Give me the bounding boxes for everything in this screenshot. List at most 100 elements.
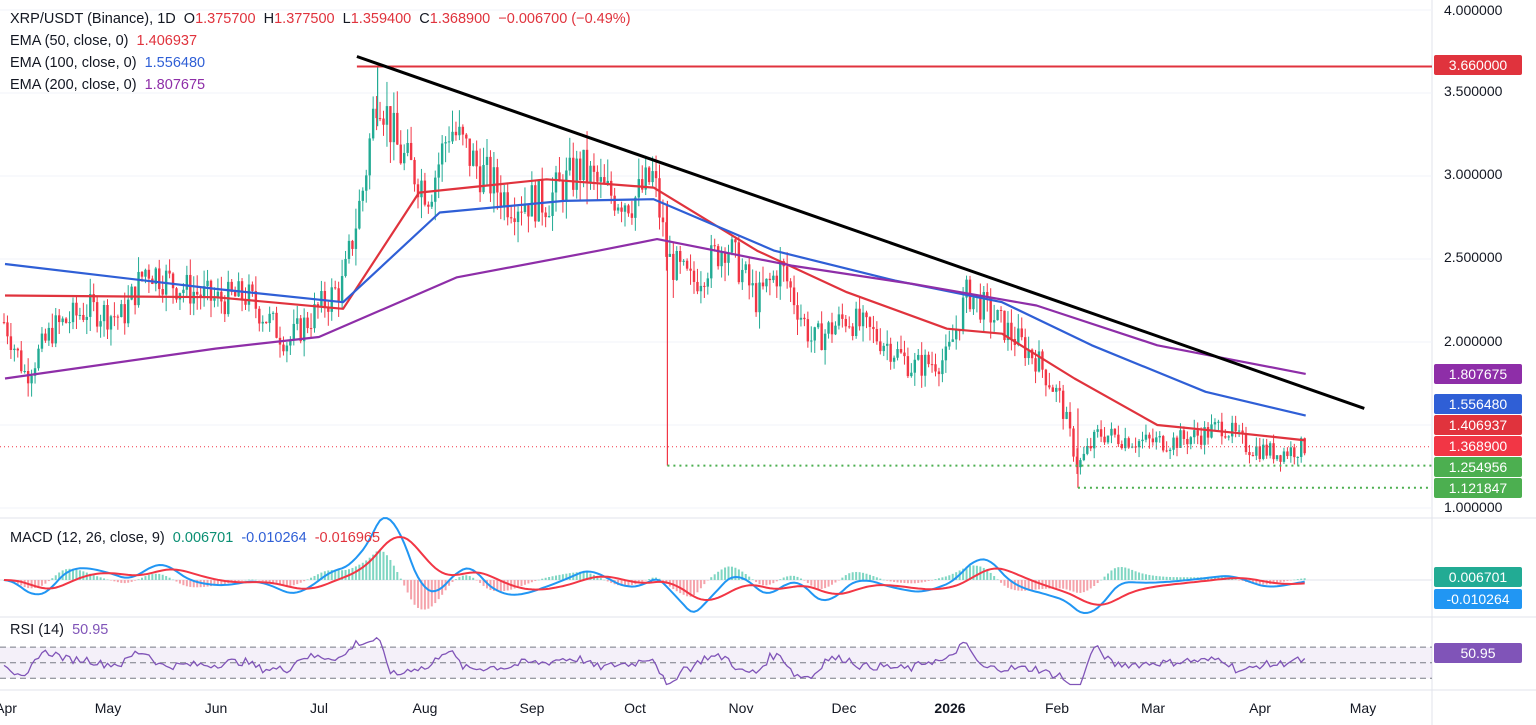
candle-body (1248, 452, 1251, 456)
macd-hist-bar (1155, 575, 1158, 580)
candle-body (741, 269, 744, 283)
macd-hist-bar (334, 569, 337, 580)
x-tick-label: Jun (204, 700, 228, 716)
change-value: −0.006700 (−0.49%) (498, 11, 631, 27)
candle-body (437, 164, 440, 178)
x-tick-label: May (94, 700, 122, 716)
macd-hist-bar (275, 580, 278, 585)
macd-hist-bar (734, 567, 737, 580)
candle-body (213, 298, 216, 301)
candle-body (113, 316, 116, 318)
macd-hist-bar (965, 566, 968, 580)
x-tick-label: 2026 (934, 700, 966, 716)
candle-body (1082, 453, 1086, 461)
candle-body (340, 276, 344, 301)
macd-hist-bar (365, 560, 368, 580)
macd-hist-bar (1058, 580, 1061, 589)
candle-body (268, 313, 271, 324)
macd-hist-bar (1189, 577, 1192, 580)
candle-body (1196, 430, 1199, 436)
open-value: 1.375700 (195, 11, 256, 27)
macd-hist-bar (627, 580, 630, 586)
candle-body (1175, 437, 1179, 448)
candle-body (754, 283, 758, 313)
rsi-label: RSI (14) (10, 622, 64, 638)
candle-body (713, 245, 716, 247)
candle-body (482, 164, 485, 193)
support1-price-tag: 1.254956 (1434, 457, 1522, 477)
candle-body (506, 192, 509, 218)
candle-body (147, 269, 151, 279)
candle-body (1124, 438, 1127, 449)
candle-body (792, 287, 796, 306)
macd-hist-bar (141, 577, 143, 580)
macd-hist-bar (737, 569, 740, 580)
candle-body (1262, 444, 1265, 459)
macd-hist-bar (289, 580, 292, 586)
macd-hist-bar (986, 570, 989, 580)
macd-hist-bar (403, 580, 406, 586)
candle-body (1182, 430, 1186, 439)
macd-hist-bar (561, 574, 564, 580)
candle-body (1275, 455, 1279, 460)
macd-hist-bar (406, 580, 409, 593)
candle-body (440, 143, 444, 165)
macd-hist-bar (65, 569, 68, 580)
candle-body (406, 142, 409, 153)
candle-body (1120, 444, 1123, 449)
candle-body (758, 282, 761, 313)
candle-body (1106, 435, 1110, 443)
candle-body (209, 280, 213, 301)
macd-hist-bar (375, 551, 378, 580)
candle-body (665, 222, 668, 257)
macd-hist-bar (703, 580, 706, 585)
low-label: L (342, 11, 351, 27)
candle-body (554, 172, 558, 193)
macd-hist-bar (772, 580, 775, 584)
y-tick-label: 3.500000 (1444, 83, 1503, 99)
candle-body (613, 195, 616, 211)
y-tick-label: 1.000000 (1444, 499, 1503, 515)
candle-body (920, 354, 923, 376)
macd-hist-bar (1110, 570, 1113, 580)
candle-body (1168, 449, 1172, 451)
candle-body (302, 317, 306, 342)
candle-body (375, 108, 378, 119)
macd-hist-bar (361, 562, 364, 580)
macd-hist-bar (875, 577, 878, 580)
macd-hist-bar (851, 572, 854, 580)
macd-hist-bar (34, 580, 37, 588)
candle-body (327, 308, 330, 312)
candle-body (9, 336, 13, 350)
candle-body (1086, 446, 1089, 454)
macd-hist-bar (717, 571, 720, 580)
candle-body (1258, 446, 1261, 459)
candle-body (989, 297, 992, 323)
macd-hist-bar (189, 580, 192, 587)
rsi-legend: RSI (14) 50.95 (10, 622, 108, 638)
candle-body (1186, 438, 1189, 445)
candle-body (710, 245, 713, 279)
candle-body (537, 179, 540, 222)
candle-body (1148, 434, 1151, 439)
macd-hist-bar (848, 573, 851, 580)
candle-body (220, 291, 223, 302)
macd-hist-bar (893, 580, 896, 582)
macd-hist-bar (724, 567, 727, 580)
macd-hist-bar (354, 566, 357, 580)
candle-body (868, 317, 872, 327)
candle-body (1099, 429, 1103, 437)
candle-body (820, 323, 823, 351)
macd-hist-bar (1044, 580, 1047, 589)
macd-hist-bar (58, 572, 61, 580)
candle-body (568, 157, 571, 171)
macd-hist-bar (748, 576, 751, 580)
candle-body (523, 205, 527, 212)
candle-body (906, 356, 910, 377)
macd-hist-bar (900, 580, 902, 583)
candle-body (271, 312, 275, 314)
macd-hist-bar (1024, 580, 1027, 591)
macd-hist-bar (782, 577, 785, 580)
macd-hist-bar (620, 580, 623, 586)
